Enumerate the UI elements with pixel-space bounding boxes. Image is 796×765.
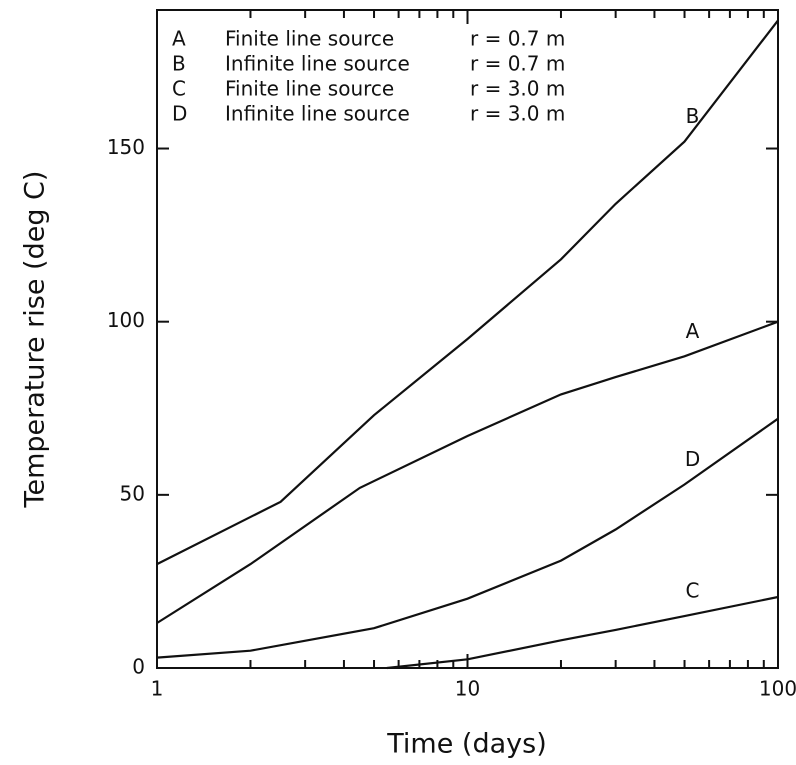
curve-label: B [686, 104, 700, 128]
curve [386, 595, 779, 670]
x-tick-label: 1 [151, 677, 164, 701]
legend-description: Infinite line source [225, 102, 410, 126]
legend-radius: r = 0.7 m [470, 52, 565, 76]
x-tick-label: 100 [759, 677, 796, 701]
curve-label: C [686, 579, 700, 603]
legend-radius: r = 3.0 m [470, 102, 565, 126]
curve-label: A [686, 319, 700, 343]
y-tick-label: 50 [120, 481, 145, 505]
y-axis-label: Temperature rise (deg C) [20, 171, 51, 509]
legend-description: Finite line source [225, 27, 394, 51]
legend-letter: A [172, 27, 186, 51]
legend-letter: D [172, 102, 187, 126]
legend-letter: B [172, 52, 186, 76]
legend-letter: C [172, 77, 186, 101]
curve [156, 417, 779, 659]
legend-radius: r = 0.7 m [470, 27, 565, 51]
legend-description: Finite line source [225, 77, 394, 101]
x-axis-label: Time (days) [386, 729, 546, 760]
y-tick-label: 150 [107, 135, 145, 159]
y-tick-label: 0 [132, 655, 145, 679]
legend-description: Infinite line source [225, 52, 410, 76]
x-tick-label: 10 [455, 677, 480, 701]
curve [156, 320, 779, 624]
curve [156, 19, 779, 566]
legend-radius: r = 3.0 m [470, 77, 565, 101]
y-tick-label: 100 [107, 308, 145, 332]
curve-label: D [685, 447, 700, 471]
